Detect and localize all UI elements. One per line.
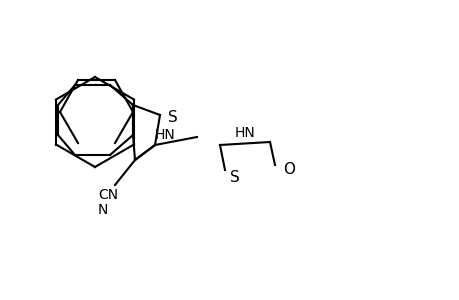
- Text: HN: HN: [154, 128, 175, 142]
- Text: CN: CN: [98, 188, 118, 202]
- Text: O: O: [282, 163, 294, 178]
- Text: N: N: [98, 203, 108, 217]
- Text: S: S: [230, 170, 239, 185]
- Text: HN: HN: [234, 126, 255, 140]
- Text: S: S: [168, 110, 177, 124]
